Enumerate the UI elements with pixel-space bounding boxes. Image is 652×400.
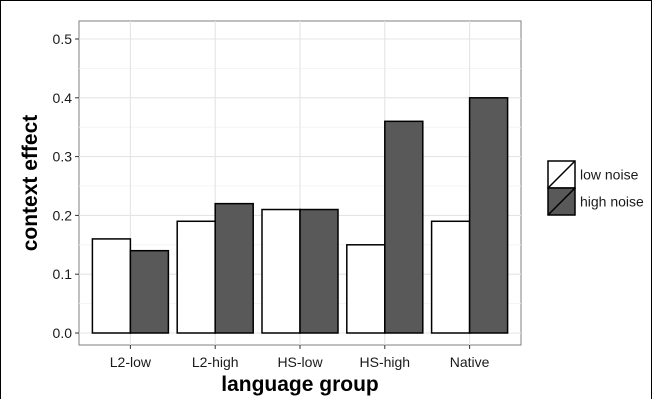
y-axis: 0.0 0.1 0.2 0.3 0.4 0.5 bbox=[53, 31, 79, 341]
y-tick-label: 0.0 bbox=[53, 325, 73, 341]
x-tick-label: Native bbox=[450, 354, 490, 370]
x-axis: L2-low L2-high HS-low HS-high Native bbox=[110, 345, 490, 370]
bars bbox=[91, 97, 509, 334]
x-tick-label: L2-high bbox=[192, 354, 239, 370]
bar-low-noise-Native bbox=[430, 220, 471, 334]
legend-label-high-noise: high noise bbox=[580, 194, 644, 210]
legend-label-low-noise: low noise bbox=[580, 167, 639, 183]
legend-key-slash bbox=[547, 187, 576, 216]
bar-low-noise-L2-low bbox=[91, 238, 132, 334]
x-tick-label: HS-low bbox=[277, 354, 323, 370]
y-tick-label: 0.4 bbox=[53, 90, 73, 106]
y-axis-title: context effect bbox=[19, 115, 42, 252]
y-tick-label: 0.1 bbox=[53, 266, 73, 282]
bar-low-noise-HS-high bbox=[346, 244, 386, 334]
bar-high-noise-HS-high bbox=[384, 120, 424, 334]
x-axis-title: language group bbox=[221, 373, 379, 396]
bar-high-noise-HS-low bbox=[299, 208, 339, 334]
x-tick-label: HS-high bbox=[360, 354, 411, 370]
bar-high-noise-L2-low bbox=[129, 249, 170, 334]
bar-low-noise-HS-low bbox=[261, 208, 301, 334]
y-tick-label: 0.2 bbox=[53, 207, 73, 223]
legend-key-slash bbox=[547, 160, 576, 189]
y-tick-label: 0.3 bbox=[53, 149, 73, 165]
bar-high-noise-L2-high bbox=[214, 202, 254, 334]
legend: low noise high noise bbox=[547, 160, 644, 216]
x-tick-label: L2-low bbox=[110, 354, 152, 370]
bar-low-noise-L2-high bbox=[176, 220, 216, 334]
y-tick-label: 0.5 bbox=[53, 31, 73, 47]
bar-high-noise-Native bbox=[468, 97, 509, 334]
